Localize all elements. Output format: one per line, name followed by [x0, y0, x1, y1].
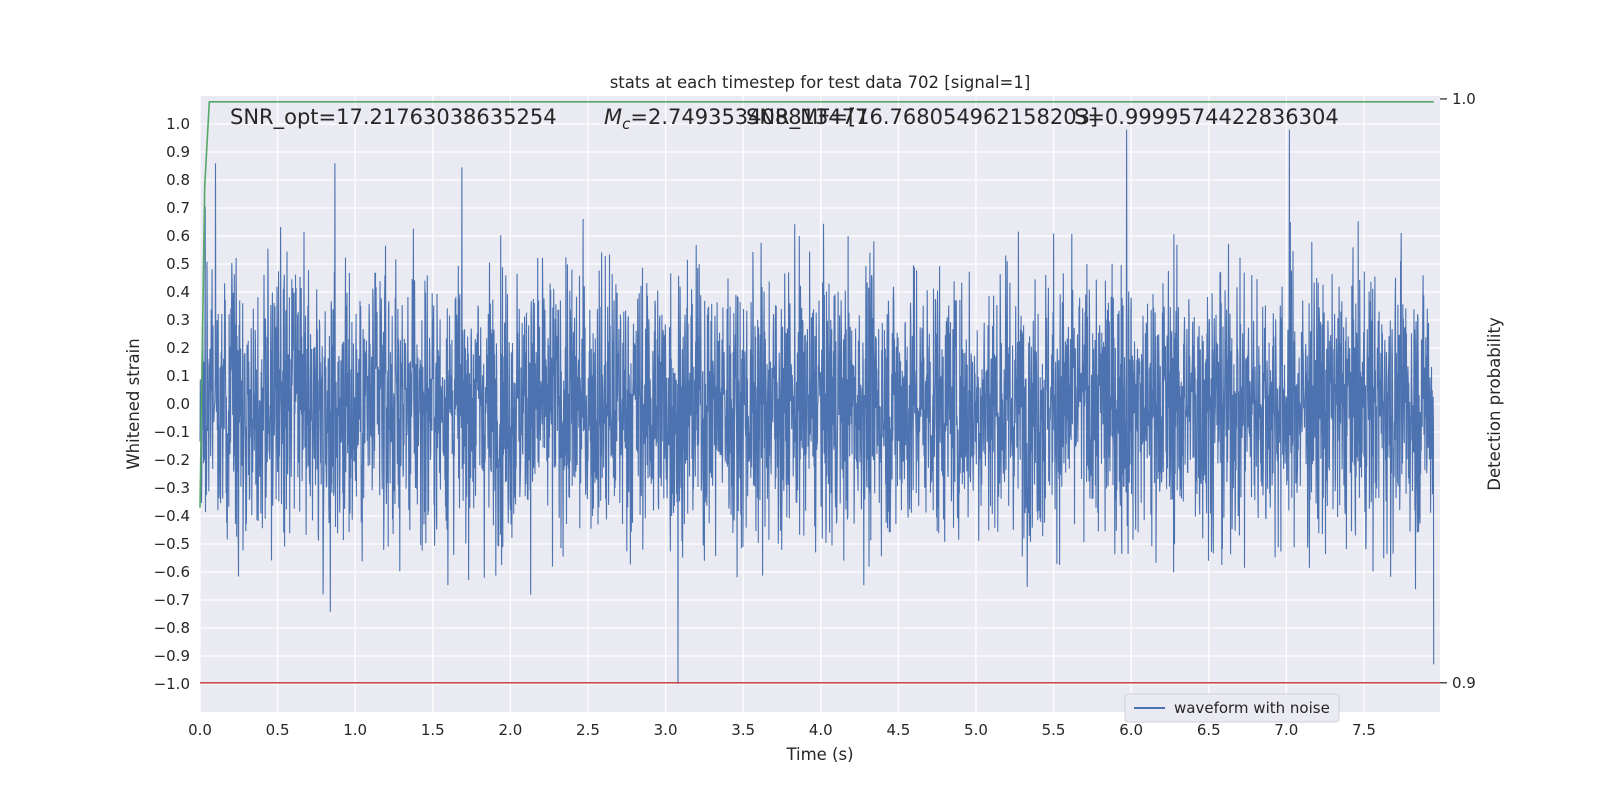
x-tick-label: 2.5 [576, 721, 600, 739]
x-tick-label: 5.0 [964, 721, 988, 739]
y-tick-label: 0.8 [166, 171, 190, 189]
y-tick-label: 0.3 [166, 311, 190, 329]
y-tick-label: 0.2 [166, 339, 190, 357]
annotation-mc-symbol: M [604, 105, 622, 129]
y-right-tick-label: 1.0 [1452, 90, 1476, 108]
legend-label-waveform: waveform with noise [1174, 699, 1330, 717]
y-tick-label: −0.3 [154, 479, 190, 497]
annotation-mc-value: =2.749353408813477 [630, 105, 868, 129]
x-tick-label: 1.5 [421, 721, 445, 739]
x-tick-label: 5.5 [1042, 721, 1066, 739]
y-tick-label: −1.0 [154, 675, 190, 693]
x-tick-label: 7.0 [1274, 721, 1298, 739]
y-tick-label: 0.6 [166, 227, 190, 245]
x-tick-label: 7.5 [1352, 721, 1376, 739]
chart-title: stats at each timestep for test data 702… [610, 73, 1031, 92]
y-tick-label: −0.8 [154, 619, 190, 637]
y-tick-label: −0.2 [154, 451, 190, 469]
annotation-mc: Mc=2.749353408813477 [604, 105, 868, 133]
y-tick-label: 1.0 [166, 115, 190, 133]
x-tick-label: 1.0 [343, 721, 367, 739]
y-tick-label: −0.9 [154, 647, 190, 665]
x-tick-label: 3.5 [731, 721, 755, 739]
x-tick-label: 0.5 [266, 721, 290, 739]
y-tick-label: −0.6 [154, 563, 190, 581]
x-tick-label: 0.0 [188, 721, 212, 739]
x-tick-label: 6.5 [1197, 721, 1221, 739]
y-tick-label: −0.5 [154, 535, 190, 553]
y-tick-label: −0.4 [154, 507, 190, 525]
x-tick-label: 4.5 [886, 721, 910, 739]
y-tick-label: −0.7 [154, 591, 190, 609]
x-axis-label: Time (s) [785, 745, 853, 764]
y-tick-label: −0.1 [154, 423, 190, 441]
ticks: 0.0 0.5 1.0 1.5 2.0 2.5 3.0 3.5 4.0 4.5 5.0 5.5 6.0 6… [154, 90, 1476, 739]
legend-box [1124, 693, 1340, 723]
annotation-mc-subscript: c [622, 115, 631, 133]
y-right-tick-label: 0.9 [1452, 674, 1476, 692]
y-tick-label: 0.9 [166, 143, 190, 161]
x-tick-label: 2.0 [498, 721, 522, 739]
x-tick-label: 3.0 [654, 721, 678, 739]
series-waveform-line [199, 129, 1435, 685]
y-axis-right-label: Detection probability [1485, 317, 1504, 491]
series-layer [199, 101, 1440, 685]
series-detection-probability-line [199, 101, 1434, 508]
x-tick-label: 4.0 [809, 721, 833, 739]
legend: waveform with noise [1124, 693, 1340, 723]
y-axis-label: Whitened strain [124, 338, 143, 469]
y-tick-label: 0.1 [166, 367, 190, 385]
y-tick-label: 0.0 [166, 395, 190, 413]
annotation-s: S=0.9999574422836304 [1074, 105, 1339, 129]
y-tick-label: 0.7 [166, 199, 190, 217]
annotation-snr-opt: SNR_opt=17.21763038635254 [230, 105, 557, 130]
x-tick-label: 6.0 [1119, 721, 1143, 739]
annotation-snr-mf: SNR_MF=[16.768054962158203] [746, 105, 1098, 130]
y-tick-label: 0.5 [166, 255, 190, 273]
y-tick-label: 0.4 [166, 283, 190, 301]
